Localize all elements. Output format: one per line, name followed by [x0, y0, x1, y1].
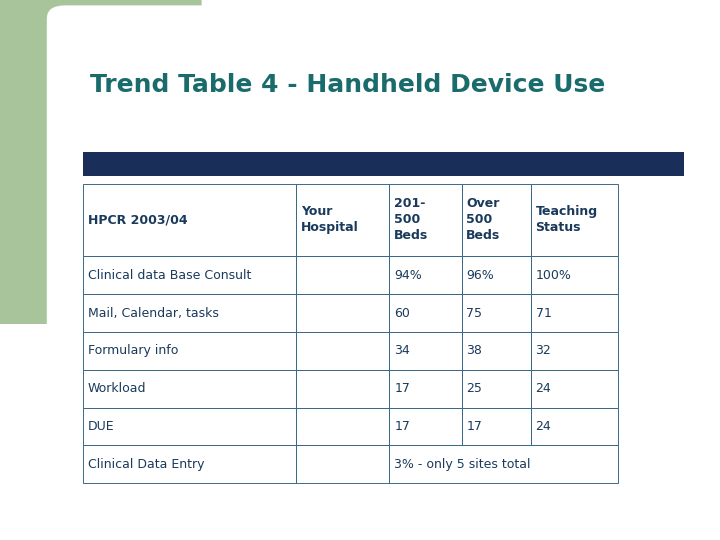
Text: 34: 34: [395, 345, 410, 357]
Text: 96%: 96%: [467, 269, 494, 282]
Text: 201-
500
Beds: 201- 500 Beds: [395, 198, 428, 242]
Text: 17: 17: [467, 420, 482, 433]
Text: HPCR 2003/04: HPCR 2003/04: [88, 213, 187, 226]
Text: Clinical data Base Consult: Clinical data Base Consult: [88, 269, 251, 282]
Text: 24: 24: [536, 420, 552, 433]
Text: 17: 17: [395, 382, 410, 395]
Text: Teaching
Status: Teaching Status: [536, 206, 598, 234]
Text: DUE: DUE: [88, 420, 114, 433]
Text: 60: 60: [395, 307, 410, 320]
Text: 94%: 94%: [395, 269, 422, 282]
Text: Over
500
Beds: Over 500 Beds: [467, 198, 500, 242]
Text: 3% - only 5 sites total: 3% - only 5 sites total: [395, 458, 531, 471]
Text: Clinical Data Entry: Clinical Data Entry: [88, 458, 204, 471]
Text: 32: 32: [536, 345, 552, 357]
Text: 25: 25: [467, 382, 482, 395]
Text: 100%: 100%: [536, 269, 572, 282]
Text: 71: 71: [536, 307, 552, 320]
Text: 24: 24: [536, 382, 552, 395]
Text: Your
Hospital: Your Hospital: [301, 206, 359, 234]
Text: Formulary info: Formulary info: [88, 345, 178, 357]
Text: Trend Table 4 - Handheld Device Use: Trend Table 4 - Handheld Device Use: [90, 73, 606, 97]
Text: Mail, Calendar, tasks: Mail, Calendar, tasks: [88, 307, 218, 320]
Text: 38: 38: [467, 345, 482, 357]
Text: Workload: Workload: [88, 382, 146, 395]
Text: 17: 17: [395, 420, 410, 433]
Text: 75: 75: [467, 307, 482, 320]
